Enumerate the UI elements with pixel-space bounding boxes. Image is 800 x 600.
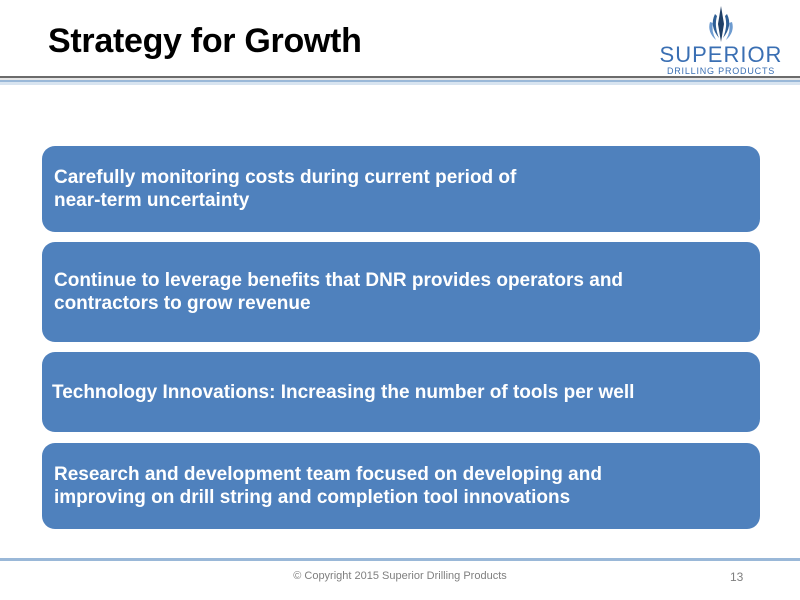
page-title: Strategy for Growth: [48, 22, 362, 60]
drill-bit-flame-icon: [709, 6, 733, 42]
company-logo: SUPERIOR DRILLING PRODUCTS: [646, 4, 796, 76]
strategy-box-line: Continue to leverage benefits that DNR p…: [54, 270, 624, 291]
strategy-box-dnr: Continue to leverage benefits that DNR p…: [42, 242, 760, 342]
header-divider: [0, 76, 800, 85]
page-number: 13: [730, 570, 744, 584]
strategy-box-research: Research and development team focused on…: [42, 443, 760, 529]
strategy-box-line: Technology Innovations: Increasing the n…: [52, 381, 635, 403]
footer-divider: [0, 558, 800, 561]
strategy-box-line: improving on drill string and completion…: [54, 487, 571, 508]
logo-tagline: DRILLING PRODUCTS: [666, 66, 776, 76]
strategy-box-costs: Carefully monitoring costs during curren…: [42, 146, 760, 232]
logo-wordmark: SUPERIOR: [659, 42, 783, 67]
strategy-box-line: Carefully monitoring costs during curren…: [54, 167, 517, 188]
strategy-box-line: Research and development team focused on…: [54, 464, 602, 485]
strategy-box-line: near-term uncertainty: [54, 190, 250, 211]
footer-copyright: © Copyright 2015 Superior Drilling Produ…: [293, 570, 507, 582]
strategy-box-technology: Technology Innovations: Increasing the n…: [42, 352, 760, 432]
strategy-box-line: contractors to grow revenue: [54, 293, 311, 314]
